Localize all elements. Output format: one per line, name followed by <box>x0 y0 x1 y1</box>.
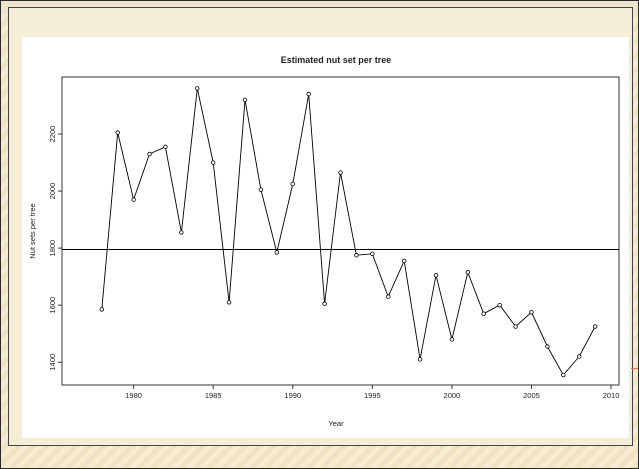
data-point <box>163 144 168 150</box>
x-axis: 1980 1985 1990 1995 2000 2005 2010 <box>125 385 619 400</box>
data-point <box>592 324 598 329</box>
data-point <box>401 258 407 264</box>
data-point <box>115 130 120 135</box>
data-point <box>210 160 216 165</box>
plot-box <box>61 76 620 386</box>
data-point <box>131 197 136 202</box>
data-point <box>322 301 327 306</box>
data-point <box>481 311 486 316</box>
data-point <box>226 300 232 305</box>
data-point <box>370 251 375 257</box>
data-point <box>449 337 455 342</box>
data-point <box>354 253 359 258</box>
data-point <box>433 273 439 278</box>
series-line <box>101 88 596 376</box>
data-point <box>258 187 264 192</box>
y-tick-label: 1400 <box>48 354 57 371</box>
x-tick-label: 1995 <box>364 391 381 400</box>
data-point <box>577 354 582 359</box>
data-point <box>465 270 471 275</box>
x-tick-label: 1990 <box>284 391 301 400</box>
y-tick-label: 1600 <box>48 297 57 314</box>
data-point <box>417 357 423 362</box>
y-tick-label: 1800 <box>48 240 57 257</box>
y-tick-label: 2000 <box>48 183 57 200</box>
data-point <box>545 344 550 349</box>
data-point <box>99 307 104 312</box>
y-tick-label: 2200 <box>48 126 57 143</box>
x-tick-label: 2005 <box>523 391 540 400</box>
data-point <box>147 151 152 157</box>
data-point <box>561 372 566 378</box>
decorative-accent-line <box>631 368 638 369</box>
data-point <box>529 310 534 315</box>
y-axis-label: Nut sets per tree <box>28 203 37 258</box>
chart-title: Estimated nut set per tree <box>281 55 392 65</box>
data-point <box>242 97 248 103</box>
data-point <box>179 230 184 235</box>
data-point <box>338 170 343 175</box>
x-tick-label: 1980 <box>125 391 142 400</box>
data-point <box>497 302 502 308</box>
data-point <box>290 181 295 187</box>
series-nut-set <box>99 86 598 378</box>
y-axis: 1400 1600 1800 2000 2200 <box>48 126 62 371</box>
data-point <box>386 294 391 299</box>
x-tick-label: 1985 <box>205 391 222 400</box>
x-tick-label: 2010 <box>603 391 620 400</box>
x-axis-label: Year <box>328 419 344 428</box>
data-point <box>195 86 200 91</box>
data-point <box>274 250 280 255</box>
x-tick-label: 2000 <box>444 391 461 400</box>
data-point <box>306 91 311 97</box>
data-point <box>513 324 518 329</box>
line-chart: Estimated nut set per tree 1980 1985 1990 1… <box>28 55 620 428</box>
chart-panel: Estimated nut set per tree 1980 1985 1990 1… <box>22 37 629 438</box>
